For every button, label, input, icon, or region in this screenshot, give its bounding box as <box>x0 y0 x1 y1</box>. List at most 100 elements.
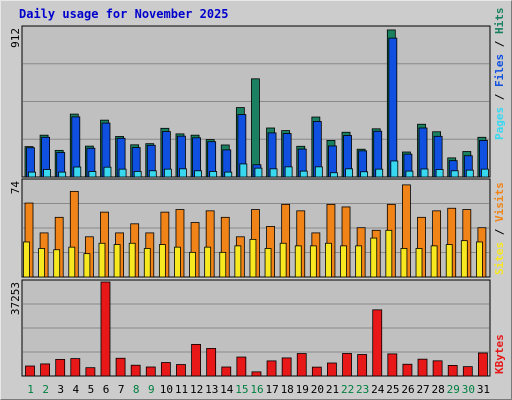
bar-sites-day-30 <box>460 240 468 278</box>
bar-kbytes-day-23 <box>357 354 368 377</box>
legend-kbytes: KBytes <box>493 334 506 374</box>
bar-sites-day-17 <box>264 248 272 278</box>
bar-kbytes-day-17 <box>266 360 277 377</box>
bar-sites-day-9 <box>143 248 151 278</box>
legend-usage: Pages / Files / Hits <box>493 8 506 141</box>
day-label-17: 17 <box>265 383 278 396</box>
bar-kbytes-day-8 <box>130 364 141 377</box>
day-label-2: 2 <box>42 383 49 396</box>
day-label-22: 22 <box>341 383 354 396</box>
day-label-12: 12 <box>190 383 203 396</box>
legend-kbytes: KBytes <box>493 334 506 374</box>
bar-sites-day-1 <box>23 241 30 278</box>
bar-sites-day-31 <box>476 241 483 278</box>
bar-pages-day-19 <box>299 170 308 178</box>
bar-pages-day-8 <box>133 171 142 178</box>
bar-pages-day-16 <box>254 167 263 178</box>
bar-pages-day-20 <box>314 166 323 178</box>
bar-kbytes-day-14 <box>221 366 232 377</box>
bar-pages-day-22 <box>345 168 353 178</box>
bar-sites-day-11 <box>174 246 181 278</box>
legend-sites: Sites <box>493 242 506 275</box>
day-label-24: 24 <box>371 383 385 396</box>
bar-pages-day-23 <box>360 171 369 178</box>
bar-kbytes-day-9 <box>145 366 156 377</box>
bar-pages-day-10 <box>163 168 172 178</box>
day-label-28: 28 <box>432 383 445 396</box>
bar-pages-day-21 <box>330 172 338 178</box>
day-label-6: 6 <box>103 383 110 396</box>
bar-kbytes-day-4 <box>70 358 81 377</box>
day-label-25: 25 <box>386 383 399 396</box>
day-label-26: 26 <box>401 383 414 396</box>
bar-pages-day-5 <box>88 171 97 178</box>
legend-visits: Sites / Visits <box>493 182 506 275</box>
ymax-label-usage: 912 <box>9 28 22 48</box>
ymax-label-kbytes: 37253 <box>9 282 22 315</box>
bar-kbytes-day-11 <box>176 364 186 377</box>
day-label-3: 3 <box>57 383 64 396</box>
bar-pages-day-29 <box>450 170 459 178</box>
bar-kbytes-day-24 <box>372 309 383 377</box>
bar-sites-day-16 <box>249 238 257 278</box>
bar-pages-day-28 <box>435 169 444 178</box>
bar-kbytes-day-22 <box>342 353 352 377</box>
day-label-19: 19 <box>296 383 309 396</box>
bar-pages-day-7 <box>118 168 127 178</box>
bar-pages-day-11 <box>179 168 187 178</box>
bar-sites-day-2 <box>38 248 45 278</box>
legend-pages: Pages <box>493 107 506 140</box>
bar-kbytes-day-19 <box>296 353 307 377</box>
bar-sites-day-4 <box>68 246 76 278</box>
day-label-5: 5 <box>88 383 95 396</box>
bar-kbytes-day-20 <box>311 366 322 377</box>
bar-kbytes-day-26 <box>402 363 413 377</box>
bar-sites-day-13 <box>204 246 212 278</box>
bar-pages-day-13 <box>209 171 218 178</box>
bar-sites-day-21 <box>325 242 332 278</box>
bar-pages-day-14 <box>224 171 233 178</box>
bar-sites-day-28 <box>430 245 438 278</box>
bar-kbytes-day-18 <box>281 357 292 377</box>
bar-pages-day-18 <box>284 166 293 178</box>
day-label-13: 13 <box>205 383 218 396</box>
day-label-15: 15 <box>235 383 248 396</box>
bar-sites-day-27 <box>415 248 423 278</box>
bar-sites-day-6 <box>98 242 106 278</box>
day-label-29: 29 <box>447 383 460 396</box>
day-label-1: 1 <box>27 383 34 396</box>
day-label-18: 18 <box>281 383 294 396</box>
bar-kbytes-day-5 <box>85 367 96 377</box>
bar-pages-day-6 <box>103 166 112 178</box>
bar-pages-day-26 <box>405 170 414 178</box>
day-label-14: 14 <box>220 383 234 396</box>
bar-sites-day-8 <box>128 242 136 278</box>
bar-pages-day-12 <box>194 170 202 178</box>
bar-sites-day-15 <box>234 245 242 278</box>
bar-kbytes-day-16 <box>251 371 262 377</box>
bar-kbytes-day-1 <box>25 365 35 377</box>
bar-pages-day-3 <box>58 171 67 178</box>
bar-kbytes-day-13 <box>206 348 217 377</box>
bar-kbytes-day-2 <box>40 363 50 377</box>
bar-sites-day-3 <box>53 249 61 278</box>
day-label-21: 21 <box>326 383 339 396</box>
bar-pages-day-24 <box>375 168 384 178</box>
ymax-label-visits: 74 <box>9 181 22 195</box>
day-label-7: 7 <box>118 383 125 396</box>
day-label-4: 4 <box>73 383 80 396</box>
bar-kbytes-day-12 <box>191 343 201 377</box>
bar-pages-day-30 <box>465 169 474 178</box>
bar-hits-day-16 <box>251 78 260 178</box>
chart-title: Daily usage for November 2025 <box>19 7 229 21</box>
bar-pages-day-25 <box>390 160 399 178</box>
day-label-11: 11 <box>175 383 188 396</box>
bar-kbytes-day-15 <box>236 356 247 377</box>
bar-kbytes-day-30 <box>462 366 473 377</box>
bar-kbytes-day-7 <box>115 357 126 377</box>
bar-sites-day-25 <box>385 229 393 278</box>
bar-sites-day-24 <box>370 237 378 278</box>
bar-sites-day-12 <box>189 251 196 278</box>
legend-visits: Visits <box>493 182 506 222</box>
